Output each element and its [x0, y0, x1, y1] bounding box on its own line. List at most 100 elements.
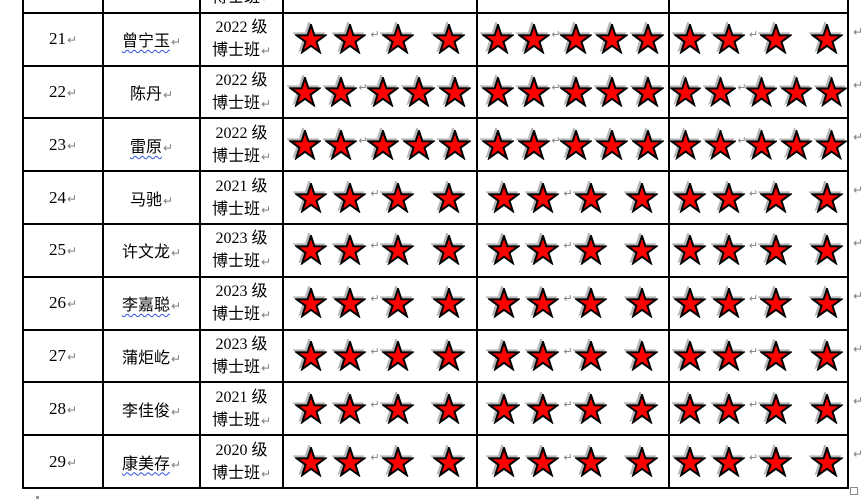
- row-number-cell[interactable]: 28↵: [22, 381, 104, 437]
- student-name-cell[interactable]: 李嘉聪↵: [102, 275, 201, 331]
- star-icon[interactable]: [482, 24, 515, 55]
- class-cell[interactable]: 博士班↵: [199, 0, 284, 14]
- table-cell[interactable]: [102, 0, 201, 14]
- rating-cell-1[interactable]: ↵: [282, 434, 478, 489]
- star-icon[interactable]: [488, 446, 521, 477]
- star-icon[interactable]: [488, 182, 521, 213]
- star-icon[interactable]: [625, 446, 658, 477]
- star-icon[interactable]: [488, 393, 521, 424]
- table-cell[interactable]: [668, 0, 849, 14]
- star-icon[interactable]: [631, 24, 664, 55]
- rating-cell-3[interactable]: ↵: [668, 381, 849, 437]
- star-icon[interactable]: [760, 446, 793, 477]
- student-name-cell[interactable]: 曾宁玉↵: [102, 11, 201, 67]
- class-cell[interactable]: 2021 级博士班↵: [199, 170, 284, 225]
- star-icon[interactable]: [745, 76, 777, 107]
- star-icon[interactable]: [432, 24, 465, 55]
- star-icon[interactable]: [295, 24, 328, 55]
- star-icon[interactable]: [595, 76, 628, 107]
- row-number-cell[interactable]: 27↵: [22, 328, 104, 384]
- star-icon[interactable]: [712, 235, 745, 266]
- star-icon[interactable]: [712, 393, 745, 424]
- star-icon[interactable]: [334, 393, 367, 424]
- star-icon[interactable]: [760, 182, 793, 213]
- student-name-cell[interactable]: 马驰↵: [102, 170, 201, 225]
- star-icon[interactable]: [295, 446, 328, 477]
- star-icon[interactable]: [712, 182, 745, 213]
- class-cell[interactable]: 2022 级博士班↵: [199, 64, 284, 120]
- star-icon[interactable]: [673, 235, 706, 266]
- star-icon[interactable]: [334, 235, 367, 266]
- star-icon[interactable]: [780, 129, 812, 160]
- star-icon[interactable]: [811, 235, 844, 266]
- star-icon[interactable]: [438, 129, 471, 160]
- star-icon[interactable]: [381, 24, 414, 55]
- rating-cell-3[interactable]: ↵: [668, 170, 849, 225]
- star-icon[interactable]: [625, 182, 658, 213]
- star-icon[interactable]: [760, 24, 793, 55]
- rating-cell-2[interactable]: ↵: [476, 434, 670, 489]
- star-icon[interactable]: [432, 182, 465, 213]
- star-icon[interactable]: [811, 393, 844, 424]
- star-icon[interactable]: [432, 446, 465, 477]
- star-icon[interactable]: [815, 129, 847, 160]
- star-icon[interactable]: [673, 340, 706, 371]
- rating-cell-1[interactable]: ↵: [282, 275, 478, 331]
- rating-cell-2[interactable]: ↵: [476, 64, 670, 120]
- star-icon[interactable]: [595, 24, 628, 55]
- star-icon[interactable]: [811, 24, 844, 55]
- rating-cell-3[interactable]: ↵: [668, 222, 849, 278]
- star-icon[interactable]: [631, 129, 664, 160]
- star-icon[interactable]: [712, 288, 745, 319]
- star-icon[interactable]: [381, 340, 414, 371]
- rating-cell-2[interactable]: ↵: [476, 275, 670, 331]
- star-icon[interactable]: [625, 340, 658, 371]
- star-icon[interactable]: [574, 235, 607, 266]
- rating-cell-3[interactable]: ↵: [668, 434, 849, 489]
- star-icon[interactable]: [432, 340, 465, 371]
- rating-cell-2[interactable]: ↵: [476, 11, 670, 67]
- class-cell[interactable]: 2023 级博士班↵: [199, 328, 284, 384]
- star-icon[interactable]: [527, 446, 560, 477]
- star-icon[interactable]: [811, 340, 844, 371]
- star-icon[interactable]: [334, 24, 367, 55]
- row-number-cell[interactable]: 25↵: [22, 222, 104, 278]
- rating-cell-1[interactable]: ↵: [282, 11, 478, 67]
- star-icon[interactable]: [527, 235, 560, 266]
- star-icon[interactable]: [712, 340, 745, 371]
- star-icon[interactable]: [381, 288, 414, 319]
- class-cell[interactable]: 2022 级博士班↵: [199, 11, 284, 67]
- star-icon[interactable]: [527, 182, 560, 213]
- star-icon[interactable]: [527, 393, 560, 424]
- star-icon[interactable]: [381, 393, 414, 424]
- star-icon[interactable]: [574, 288, 607, 319]
- rating-cell-3[interactable]: ↵: [668, 117, 849, 173]
- star-icon[interactable]: [760, 235, 793, 266]
- star-icon[interactable]: [295, 340, 328, 371]
- rating-cell-1[interactable]: ↵: [282, 328, 478, 384]
- star-icon[interactable]: [366, 76, 399, 107]
- rating-cell-1[interactable]: ↵: [282, 170, 478, 225]
- student-name-cell[interactable]: 蒲炬屹↵: [102, 328, 201, 384]
- star-icon[interactable]: [705, 129, 737, 160]
- star-icon[interactable]: [518, 129, 551, 160]
- star-icon[interactable]: [670, 129, 702, 160]
- star-icon[interactable]: [402, 76, 435, 107]
- row-number-cell[interactable]: 22↵: [22, 64, 104, 120]
- student-name-cell[interactable]: 许文龙↵: [102, 222, 201, 278]
- star-icon[interactable]: [780, 76, 812, 107]
- star-icon[interactable]: [527, 340, 560, 371]
- star-icon[interactable]: [334, 182, 367, 213]
- star-icon[interactable]: [574, 446, 607, 477]
- rating-cell-1[interactable]: ↵: [282, 222, 478, 278]
- star-icon[interactable]: [670, 76, 702, 107]
- rating-cell-1[interactable]: ↵: [282, 381, 478, 437]
- star-icon[interactable]: [574, 340, 607, 371]
- star-icon[interactable]: [559, 76, 592, 107]
- star-icon[interactable]: [295, 288, 328, 319]
- star-icon[interactable]: [325, 129, 358, 160]
- star-icon[interactable]: [527, 288, 560, 319]
- rating-cell-2[interactable]: ↵: [476, 381, 670, 437]
- star-icon[interactable]: [760, 288, 793, 319]
- star-icon[interactable]: [631, 76, 664, 107]
